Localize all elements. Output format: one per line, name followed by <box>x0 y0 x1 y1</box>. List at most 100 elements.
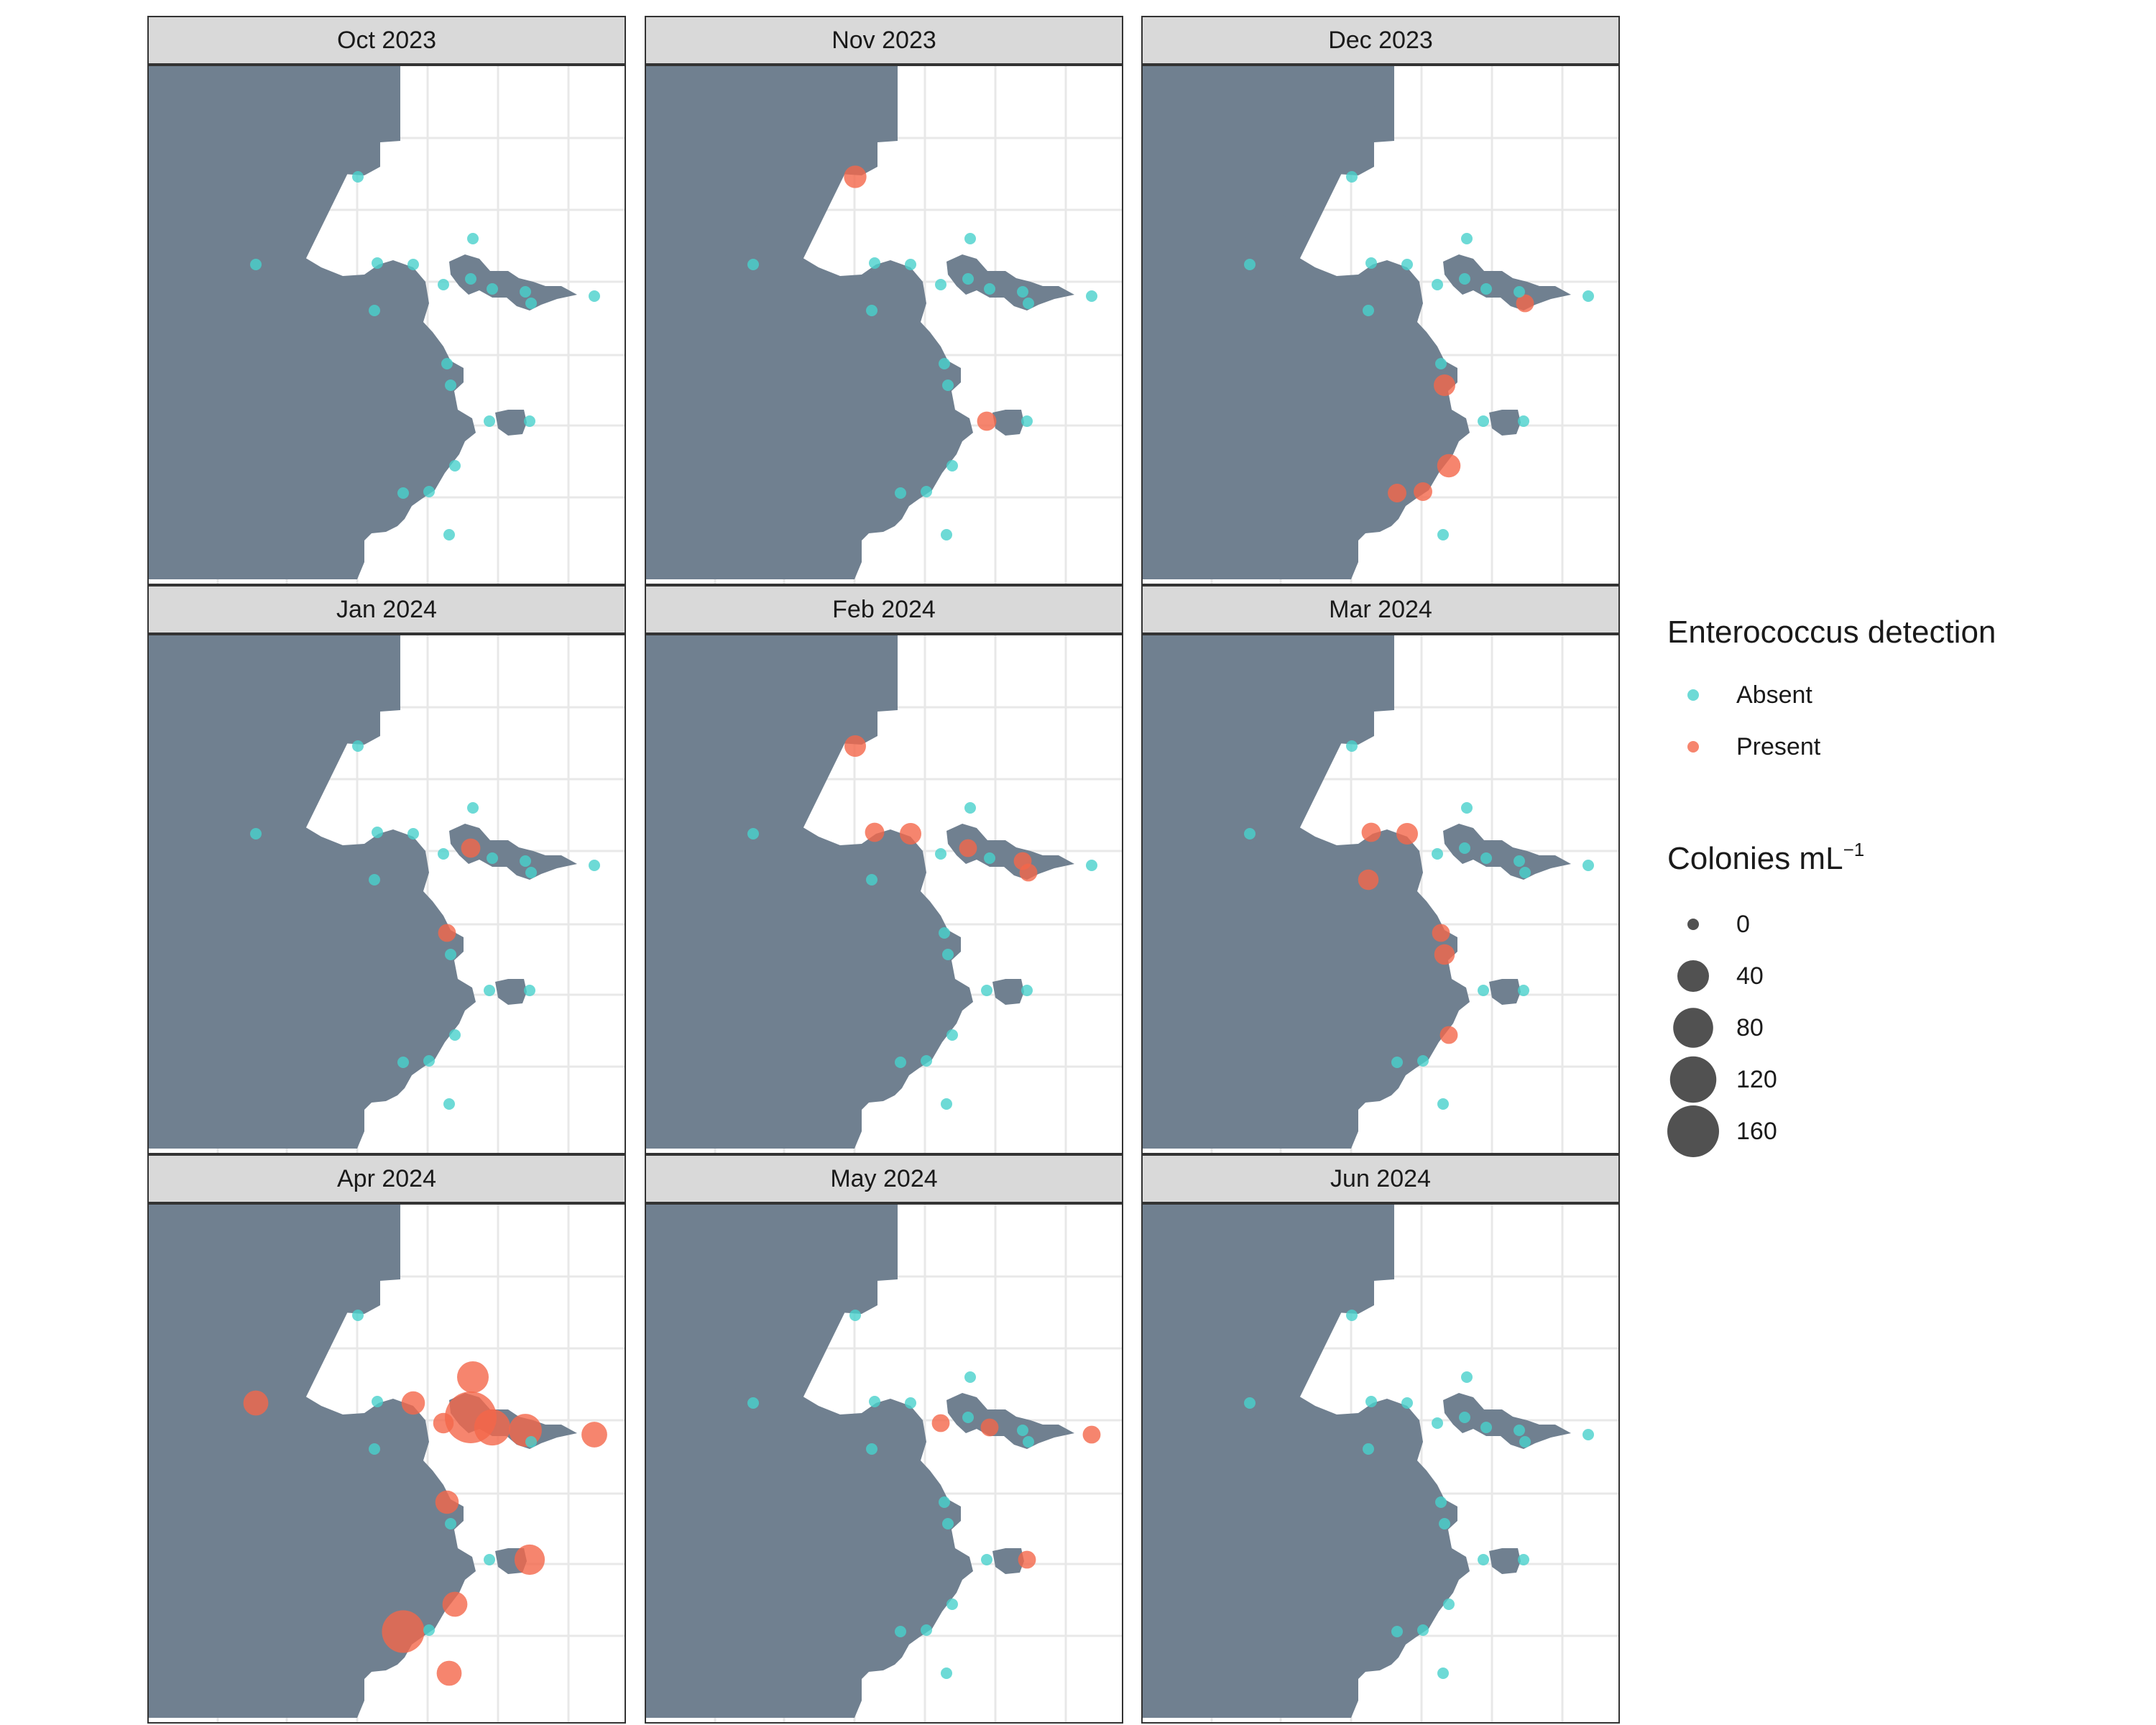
sample-point-absent <box>1017 1425 1028 1436</box>
sample-point-present <box>1018 1550 1036 1569</box>
legend-item-absent: Absent <box>1667 669 1955 721</box>
sample-point-absent <box>849 1310 861 1321</box>
sample-point-absent <box>1480 852 1492 864</box>
sample-point-absent <box>1518 415 1529 427</box>
sample-point-absent <box>1437 1098 1449 1110</box>
land-polygon <box>646 1350 973 1718</box>
sample-point-absent <box>941 1668 952 1679</box>
sample-point-absent <box>1478 415 1489 427</box>
sample-points <box>250 171 600 540</box>
sample-point-absent <box>1518 1554 1529 1565</box>
sample-point-absent <box>465 273 476 285</box>
sample-point-absent <box>1583 1429 1594 1440</box>
sample-point-absent <box>942 1518 954 1530</box>
sample-point-absent <box>397 1057 409 1068</box>
sample-point-absent <box>487 283 498 295</box>
facet-panel: May 2024 <box>645 1154 1123 1724</box>
sample-point-present <box>1434 944 1455 965</box>
sample-point-absent <box>1480 1422 1492 1433</box>
sample-point-absent <box>939 358 950 369</box>
sample-point-absent <box>1363 1443 1374 1455</box>
land-polygon <box>495 410 527 436</box>
legend-size-item-0: 0 <box>1667 898 1955 950</box>
land-polygon <box>1489 979 1521 1005</box>
sample-point-present <box>900 823 921 845</box>
sample-point-absent <box>423 486 435 497</box>
sample-points <box>243 1310 607 1686</box>
sample-point-absent <box>1363 305 1374 316</box>
sample-point-absent <box>484 415 495 427</box>
map-canvas <box>646 635 1122 1153</box>
sample-point-present <box>959 839 977 857</box>
sample-point-present <box>1432 924 1450 942</box>
land-mass <box>149 1205 577 1718</box>
sample-point-absent <box>1432 848 1443 860</box>
land-polygon <box>449 824 577 880</box>
facet-panel: Feb 2024 <box>645 585 1123 1154</box>
sample-point-present <box>1361 822 1381 842</box>
sample-point-absent <box>1023 298 1034 309</box>
sample-point-absent <box>1346 740 1358 752</box>
sample-point-absent <box>1365 257 1377 269</box>
sample-point-present <box>461 838 481 858</box>
land-mass <box>1143 1205 1571 1718</box>
sample-point-absent <box>1391 1626 1403 1637</box>
sample-point-absent <box>866 305 877 316</box>
land-mass <box>646 635 1074 1149</box>
sample-point-absent <box>1435 358 1447 369</box>
legend-size-item-80: 80 <box>1667 1002 1955 1054</box>
sample-point-absent <box>1401 1397 1413 1409</box>
sample-point-absent <box>946 1598 958 1610</box>
sample-point-present <box>433 1412 454 1434</box>
sample-point-absent <box>1461 233 1473 244</box>
sample-point-absent <box>397 487 409 499</box>
legend-size-label-120: 120 <box>1736 1066 1777 1093</box>
sample-point-present <box>980 1418 999 1437</box>
sample-point-absent <box>895 487 906 499</box>
sample-point-absent <box>1519 867 1531 878</box>
facet-strip-label: Feb 2024 <box>645 585 1123 634</box>
sample-point-absent <box>895 1057 906 1068</box>
sample-point-present <box>514 1544 545 1576</box>
sample-point-present <box>1358 869 1379 891</box>
map-area <box>147 1203 626 1724</box>
sample-point-present <box>1388 484 1406 502</box>
sample-point-absent <box>964 1371 976 1383</box>
sample-point-absent <box>369 305 380 316</box>
map-canvas <box>149 66 625 584</box>
land-polygon <box>946 824 1074 880</box>
sample-point-absent <box>984 283 995 295</box>
sample-point-absent <box>921 1055 932 1067</box>
sample-point-present <box>1437 454 1461 478</box>
land-polygon <box>149 1205 400 1718</box>
sample-point-absent <box>407 828 419 840</box>
legend-absent-label: Absent <box>1736 681 1812 709</box>
sample-point-absent <box>866 1443 877 1455</box>
land-polygon <box>992 1548 1024 1574</box>
land-mass <box>646 66 1074 579</box>
land-polygon <box>1143 635 1394 1149</box>
land-polygon <box>1443 1393 1571 1449</box>
legend-size-title-main: Colonies mL <box>1667 841 1843 876</box>
sample-point-absent <box>1478 985 1489 996</box>
land-polygon <box>1143 1350 1470 1718</box>
facet-panel: Oct 2023 <box>147 16 626 585</box>
sample-point-absent <box>449 1029 461 1041</box>
sample-point-present <box>581 1422 607 1448</box>
facet-strip-label: Apr 2024 <box>147 1154 626 1203</box>
facet-strip-label: Jan 2024 <box>147 585 626 634</box>
land-polygon <box>495 979 527 1005</box>
sample-point-absent <box>467 802 479 814</box>
sample-point-absent <box>942 949 954 960</box>
sample-point-absent <box>1478 1554 1489 1565</box>
sample-point-present <box>865 822 885 842</box>
map-canvas <box>1143 66 1618 584</box>
sample-point-absent <box>484 985 495 996</box>
legend-size-title-exponent: −1 <box>1843 839 1865 860</box>
sample-point-absent <box>589 290 600 302</box>
sample-point-absent <box>935 279 946 290</box>
legend-size-key-80 <box>1673 1008 1713 1048</box>
facet-strip-label: Mar 2024 <box>1141 585 1620 634</box>
sample-point-absent <box>946 1029 958 1041</box>
land-polygon <box>646 635 898 1149</box>
